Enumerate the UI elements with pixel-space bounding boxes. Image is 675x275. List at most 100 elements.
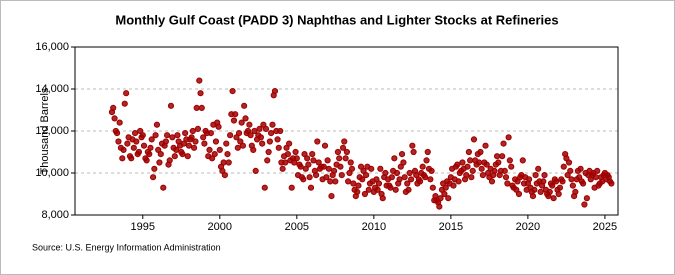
data-point [284,151,291,158]
data-point [111,115,118,122]
data-point [160,184,167,191]
data-point [232,111,239,118]
data-point [225,159,232,166]
data-point [355,182,362,189]
x-tick-label: 2005 [285,221,309,233]
data-point [124,140,131,147]
data-point [463,172,470,179]
data-point [429,184,436,191]
data-point [152,132,159,139]
data-point [345,178,352,185]
data-point [123,90,130,97]
data-point [113,130,121,137]
data-point [188,134,195,141]
data-point [354,188,361,195]
x-tick-label: 2010 [362,221,386,233]
data-point [306,174,313,181]
y-tick-label: 14,000 [35,83,69,95]
y-tick-label: 8,000 [41,209,69,221]
data-point [479,172,487,179]
data-point [555,190,562,198]
data-point [166,157,173,164]
data-point [405,186,412,193]
data-point [465,148,472,156]
data-point [392,186,399,193]
x-tick-label: 1995 [131,221,155,233]
data-point [201,140,208,147]
data-point [167,102,175,109]
data-point [262,125,270,132]
data-point [184,153,191,160]
data-point [504,180,511,187]
data-point [579,180,587,187]
data-point [223,140,230,147]
data-point [391,155,398,162]
data-point [119,155,126,162]
data-point [488,178,496,185]
data-point [581,201,588,208]
data-point [323,174,330,181]
data-point [256,125,263,132]
data-point [135,148,143,156]
data-point [470,136,478,143]
data-point [368,165,375,172]
data-point [198,104,205,112]
data-point [379,195,386,202]
data-point [174,132,181,139]
data-point [437,195,444,202]
data-point [288,184,295,191]
data-point [531,186,538,193]
data-point [164,132,171,139]
data-point [445,195,452,202]
data-point [569,182,576,189]
data-point [592,174,600,181]
data-point [120,146,127,153]
data-point [467,157,474,164]
data-point [482,142,489,149]
data-point [247,132,254,139]
data-point [221,172,228,179]
data-point [238,119,245,126]
data-point [206,146,213,153]
data-point [250,146,257,153]
data-point [128,155,135,162]
data-point [143,157,150,164]
data-point [502,174,510,181]
data-point [309,151,316,158]
data-point [275,144,282,151]
data-point [297,163,304,170]
y-tick-label: 12,000 [35,125,69,137]
data-point [436,203,443,210]
data-point [464,163,471,170]
data-point [261,184,268,191]
data-point [337,163,344,170]
data-point [215,123,222,130]
data-point [535,165,542,172]
data-point [300,176,307,183]
data-point [324,157,331,164]
data-point [230,117,238,124]
data-point [500,140,507,147]
x-tick-label: 2015 [439,221,463,233]
data-point [406,169,413,177]
data-point [116,119,123,126]
data-point [608,180,615,187]
data-point [211,151,218,158]
data-point [549,182,556,189]
data-point [115,138,122,145]
data-point [286,140,293,147]
data-point [363,172,370,179]
data-point [169,134,176,141]
x-tick-label: 2020 [516,221,540,233]
data-point [546,188,553,195]
data-point [182,130,189,137]
data-point [338,172,345,179]
data-point [404,180,411,187]
data-point [139,132,146,139]
data-point [526,176,533,183]
data-point [148,136,155,143]
data-point [332,178,339,185]
data-point [382,169,389,177]
